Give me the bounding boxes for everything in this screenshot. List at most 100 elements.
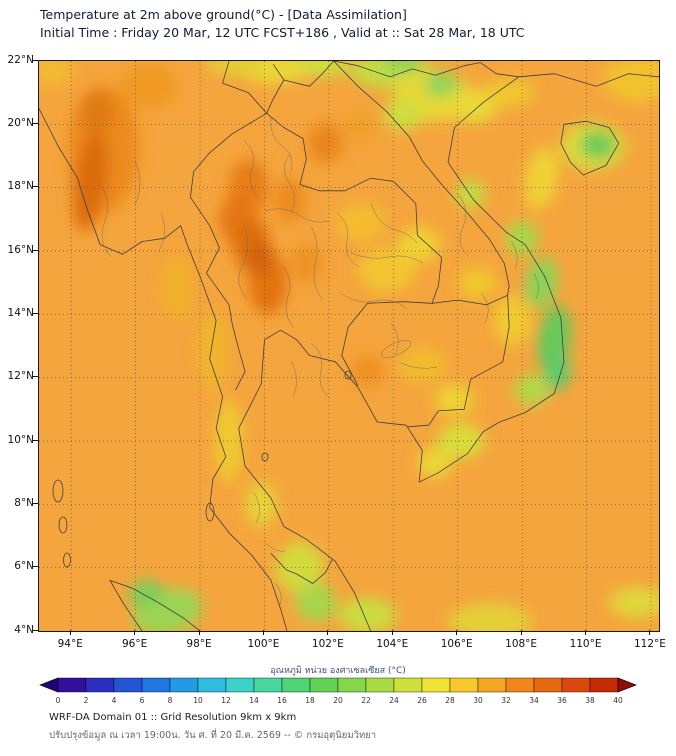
colorbar-segment	[85, 677, 115, 693]
temperature-blob	[580, 130, 616, 160]
temperature-blob	[383, 99, 423, 131]
temperature-blob	[506, 220, 539, 256]
province-line	[370, 202, 418, 244]
lat-tick-mark	[33, 376, 38, 378]
province-line	[400, 362, 438, 369]
lat-tick-label: 18°N	[7, 180, 34, 193]
samui-island	[261, 452, 269, 462]
lat-tick-label: 14°N	[7, 306, 34, 319]
province-line	[264, 208, 330, 223]
border-myanmar-china	[222, 61, 267, 114]
lon-tick-mark	[520, 630, 522, 635]
province-line	[158, 212, 165, 252]
lon-tick-label: 112°E	[633, 638, 666, 650]
temperature-blob	[524, 147, 559, 210]
colorbar-segment	[449, 677, 479, 693]
province-borders	[98, 116, 539, 608]
andaman-island	[52, 479, 64, 503]
province-line	[243, 140, 261, 200]
province-line	[510, 240, 518, 270]
colorbar-segment	[337, 677, 367, 693]
border-myanmar-laos	[266, 61, 334, 114]
colorbar-tick-label: 8	[168, 696, 173, 705]
province-line	[238, 225, 248, 299]
map-canvas	[39, 61, 659, 631]
colorbar-segment	[533, 677, 563, 693]
temperature-blob	[398, 347, 447, 383]
colorbar-tick-label: 2	[84, 696, 89, 705]
province-line	[340, 292, 408, 310]
colorbar-tick-label: 28	[445, 696, 455, 705]
temperature-blob	[483, 78, 535, 107]
hainan-island-coast	[560, 120, 620, 176]
colorbar-segment	[393, 677, 423, 693]
province-line	[390, 322, 399, 356]
figure-header: Temperature at 2m above ground(°C) - [Da…	[40, 6, 525, 41]
lon-tick-mark	[198, 630, 200, 635]
lon-tick-mark	[69, 630, 71, 635]
temperature-blob	[296, 61, 349, 77]
province-line	[274, 582, 282, 608]
province-line	[480, 292, 489, 324]
temperature-blob	[245, 482, 278, 527]
lat-tick-label: 6°N	[14, 560, 34, 573]
temperature-field	[39, 61, 659, 631]
colorbar-segment	[225, 677, 255, 693]
colorbar: 0 2 4 6 8 10 12 14 16 18 20 22 24 26 28 30 32 34 36 38 40	[39, 677, 637, 705]
temperature-blob	[161, 257, 194, 321]
border-laos-cambodia	[431, 294, 508, 306]
colorbar-tick-label: 38	[585, 696, 595, 705]
grid-lines	[39, 61, 659, 631]
temperature-blob	[345, 113, 378, 142]
nicobar-island-2	[63, 552, 71, 568]
lat-tick-mark	[33, 629, 38, 631]
lon-tick-label: 108°E	[505, 638, 538, 650]
temperature-blob	[457, 266, 497, 299]
lon-tick-mark	[391, 630, 393, 635]
colorbar-tick-label: 24	[389, 696, 399, 705]
temperature-blob	[338, 597, 397, 631]
nicobar-island	[58, 516, 68, 534]
lat-tick-label: 12°N	[7, 370, 34, 383]
colorbar-segment	[141, 677, 171, 693]
phuket-island	[205, 502, 215, 522]
colorbar-tick-label: 32	[501, 696, 511, 705]
colorbar-tick-label: 16	[277, 696, 287, 705]
lon-tick-mark	[134, 630, 136, 635]
province-line	[350, 252, 424, 264]
lon-tick-mark	[649, 630, 651, 635]
lon-tick-mark	[456, 630, 458, 635]
temperature-blob	[127, 579, 163, 607]
colorbar-tick-label: 14	[249, 696, 259, 705]
page-subtitle: Initial Time : Friday 20 Mar, 12 UTC FCS…	[40, 24, 525, 40]
lat-tick-mark	[33, 186, 38, 188]
lon-tick-label: 100°E	[247, 638, 280, 650]
lat-tick-label: 20°N	[7, 116, 34, 129]
lon-tick-label: 98°E	[186, 638, 212, 650]
colorbar-tick-label: 0	[56, 696, 61, 705]
temperature-blob	[351, 355, 384, 388]
temperature-blob	[456, 179, 486, 209]
colorbar-under-arrow	[39, 677, 59, 693]
province-line	[336, 212, 360, 268]
colorbar-segment	[561, 677, 591, 693]
province-line	[284, 152, 295, 214]
temperature-blob	[206, 61, 265, 76]
border-thailand-malaysia	[270, 553, 333, 584]
lat-tick-label: 16°N	[7, 243, 34, 256]
temperature-blob	[423, 72, 460, 98]
border-thailand-cambodia	[341, 301, 433, 386]
temperature-blob	[290, 244, 323, 283]
footer-model-info: WRF-DA Domain 01 :: Grid Resolution 9km …	[49, 712, 297, 723]
colorbar-segment	[113, 677, 143, 693]
province-line	[253, 492, 260, 524]
lat-tick-label: 10°N	[7, 433, 34, 446]
temperature-blob	[79, 89, 115, 134]
colorbar-tick-label: 4	[112, 696, 117, 705]
colorbar-tick-label: 12	[221, 696, 231, 705]
lon-tick-label: 96°E	[121, 638, 148, 650]
coastline-gulf-vietnam-china	[238, 73, 659, 631]
page-title: Temperature at 2m above ground(°C) - [Da…	[40, 7, 407, 22]
lat-tick-label: 4°N	[14, 623, 34, 636]
